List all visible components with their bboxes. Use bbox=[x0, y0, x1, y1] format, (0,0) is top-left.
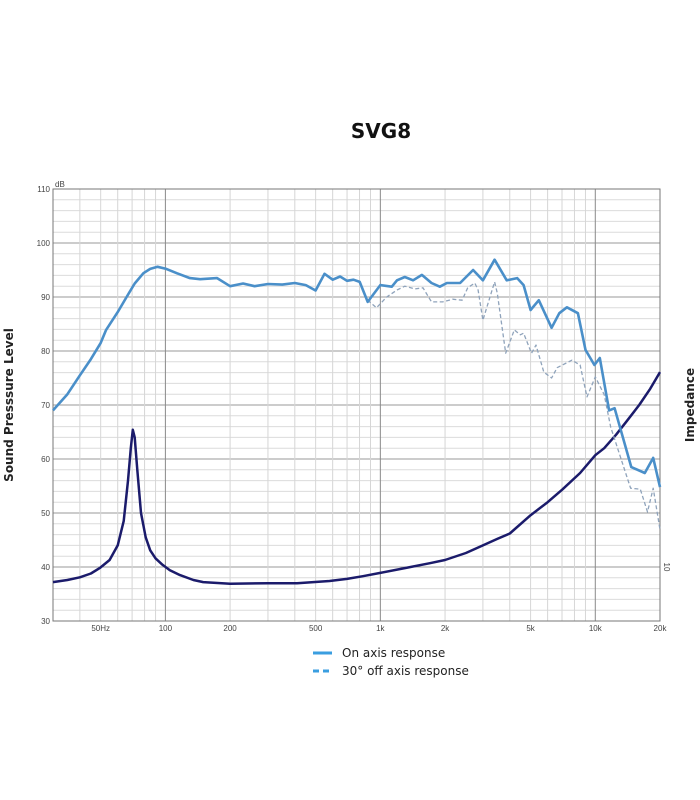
x-tick-label: 2k bbox=[441, 624, 450, 633]
x-tick-label: 200 bbox=[223, 624, 237, 633]
y-tick-label: 90 bbox=[41, 293, 50, 302]
x-tick-label: 10k bbox=[589, 624, 603, 633]
on-axis-response-line bbox=[52, 258, 662, 488]
y2-axis-label: Impedance bbox=[683, 368, 697, 442]
y-tick-label: 30 bbox=[41, 617, 50, 626]
y-tick-label: 40 bbox=[41, 563, 50, 572]
grid bbox=[52, 188, 661, 622]
y-tick-label: 50 bbox=[41, 509, 50, 518]
y-unit-label: dB bbox=[55, 180, 65, 189]
legend-label-on-axis: On axis response bbox=[342, 646, 445, 660]
y-axis-ticks: 30 40 50 60 70 80 90 100 110 bbox=[37, 185, 51, 626]
y2-tick-label: 10 bbox=[662, 563, 671, 572]
x-tick-label: 20k bbox=[654, 624, 668, 633]
chart-title: SVG8 bbox=[351, 119, 411, 143]
impedance-curve bbox=[52, 371, 662, 585]
y-tick-label: 100 bbox=[37, 239, 51, 248]
series-group bbox=[52, 258, 662, 585]
y-axis-label: Sound Presssure Level bbox=[2, 328, 16, 482]
x-axis-ticks: 50Hz 100 200 500 1k 2k 5k 10k 20k bbox=[91, 624, 667, 633]
legend-label-off-axis: 30° off axis response bbox=[342, 664, 469, 678]
y-tick-label: 80 bbox=[41, 347, 50, 356]
x-tick-label: 50Hz bbox=[91, 624, 110, 633]
plot-frame bbox=[52, 188, 661, 622]
x-tick-label: 1k bbox=[376, 624, 385, 633]
x-tick-label: 5k bbox=[526, 624, 535, 633]
x-tick-label: 500 bbox=[309, 624, 323, 633]
off-axis-response-line bbox=[346, 279, 661, 530]
y-tick-label: 110 bbox=[37, 185, 50, 194]
legend: On axis response 30° off axis response bbox=[313, 646, 469, 678]
y-tick-label: 60 bbox=[41, 455, 50, 464]
x-tick-label: 100 bbox=[159, 624, 173, 633]
y-tick-label: 70 bbox=[41, 401, 50, 410]
